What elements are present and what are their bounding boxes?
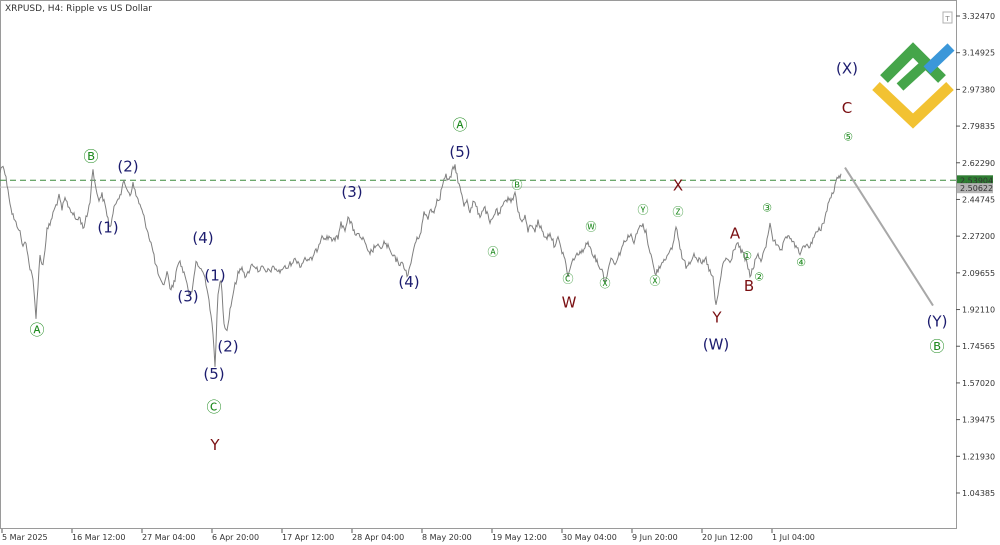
wave-label: ②: [754, 270, 764, 283]
wave-label: X: [673, 177, 683, 195]
resistance-badge-bg: [957, 175, 993, 186]
x-tick-label: 28 Apr 04:00: [352, 533, 404, 542]
symbol-caption: XRPUSD, H4: Ripple vs US Dollar: [5, 4, 152, 14]
x-tick-label: 20 Jun 12:00: [702, 533, 753, 542]
y-tick-label: 3.32470: [962, 12, 995, 21]
y-tick-label: 1.74565: [962, 342, 995, 351]
green-yellow-blue-logo: [872, 42, 955, 129]
x-tick-label: 8 May 20:00: [422, 533, 472, 542]
y-tick-label: 2.44745: [962, 195, 995, 204]
logo-blue-stroke: [923, 43, 955, 74]
y-tick-label: 2.09655: [962, 269, 995, 278]
scale-fix-button[interactable]: T: [942, 11, 953, 24]
wave-label: Ⓒ: [206, 398, 221, 416]
x-tick-label: 30 May 04:00: [562, 533, 617, 542]
scale-fix-box: [942, 11, 953, 24]
wave-label: (X): [836, 59, 858, 77]
wave-label: Ⓧ: [650, 275, 661, 288]
price-series-line: [0, 164, 842, 367]
wave-label: (2): [217, 338, 238, 356]
wave-label: (W): [703, 336, 730, 354]
logo-green-stroke: [896, 61, 928, 91]
wave-label: Ⓐ: [452, 116, 467, 134]
wave-label: ③: [762, 201, 772, 214]
scale-fix-icon: T: [944, 15, 950, 23]
y-tick-label: 2.97380: [962, 85, 995, 94]
wave-label: Ⓐ: [29, 321, 44, 339]
wave-label: (2): [117, 158, 138, 176]
wave-label: Ⓦ: [586, 220, 597, 233]
wave-labels: Ⓐ Ⓑ (1) (2) (3) (4) (1) (2) (5) Ⓒ Y (3) (4) Ⓐ (5) Ⓑ Ⓐ Ⓦ Ⓒ W…: [29, 59, 947, 453]
x-tick-label: 17 Apr 12:00: [282, 533, 334, 542]
wave-label: (Y): [927, 312, 948, 330]
wave-label: (5): [203, 365, 224, 383]
wave-label: Y: [209, 436, 220, 454]
wave-label: (3): [177, 287, 198, 305]
wave-label: (1): [204, 266, 225, 284]
x-tick-label: 27 Mar 04:00: [142, 533, 195, 542]
y-axis: 3.32470 3.14925 2.97380 2.79835 2.62290 2.447…: [956, 12, 995, 498]
wave-label: Ⓑ: [929, 338, 944, 356]
wave-label: A: [730, 225, 741, 243]
x-tick-label: 6 Apr 20:00: [212, 533, 259, 542]
wave-label: Ⓐ: [488, 245, 499, 258]
resistance-badge-label: 2.53904: [960, 176, 993, 185]
wave-label: Ⓩ: [673, 206, 684, 219]
last-price-badge-bg: [957, 183, 993, 194]
y-tick-label: 1.39475: [962, 416, 995, 425]
resistance-price-badge: 2.53904: [957, 175, 993, 186]
last-price-badge-label: 2.50622: [960, 184, 993, 193]
y-tick-label: 1.21930: [962, 452, 995, 461]
x-tick-label: 1 Jul 04:00: [772, 533, 815, 542]
x-axis: 5 Mar 2025 16 Mar 12:00 27 Mar 04:00 6 Apr …: [1, 529, 815, 542]
wave-label: C: [842, 99, 852, 117]
forecast-line: [844, 167, 934, 307]
y-tick-label: 1.04385: [962, 489, 995, 498]
y-tick-label: 2.62290: [962, 159, 995, 168]
x-tick-label: 16 Mar 12:00: [72, 533, 125, 542]
wave-label: Ⓒ: [563, 273, 574, 286]
wave-label: Ⓨ: [638, 204, 649, 217]
wave-label: Ⓑ: [512, 178, 523, 191]
last-price-badge: 2.50622: [957, 183, 993, 194]
wave-label: ⑤: [843, 130, 853, 143]
x-tick-label: 19 May 12:00: [492, 533, 547, 542]
wave-label: ①: [742, 250, 752, 263]
wave-label: (1): [97, 218, 118, 236]
y-tick-label: 1.92110: [962, 306, 995, 315]
wave-label: (5): [449, 143, 470, 161]
plot-area-frame: [0, 0, 957, 529]
wave-label: Ⓑ: [83, 147, 98, 165]
wave-label: ④: [796, 256, 806, 269]
wave-label: W: [562, 294, 577, 312]
y-tick-label: 3.14925: [962, 49, 995, 58]
wave-label: B: [744, 277, 754, 295]
logo-yellow-chevron: [872, 82, 954, 129]
y-tick-label: 2.79835: [962, 122, 995, 131]
wave-label: Y: [711, 308, 722, 326]
x-tick-label: 5 Mar 2025: [2, 533, 48, 542]
wave-label: (4): [398, 273, 419, 291]
wave-label: (3): [341, 183, 362, 201]
y-tick-label: 2.27200: [962, 232, 995, 241]
y-tick-label: 1.57020: [962, 379, 995, 388]
wave-label: Ⓧ: [600, 277, 611, 290]
wave-label: (4): [192, 229, 213, 247]
x-tick-label: 9 Jun 20:00: [632, 533, 678, 542]
